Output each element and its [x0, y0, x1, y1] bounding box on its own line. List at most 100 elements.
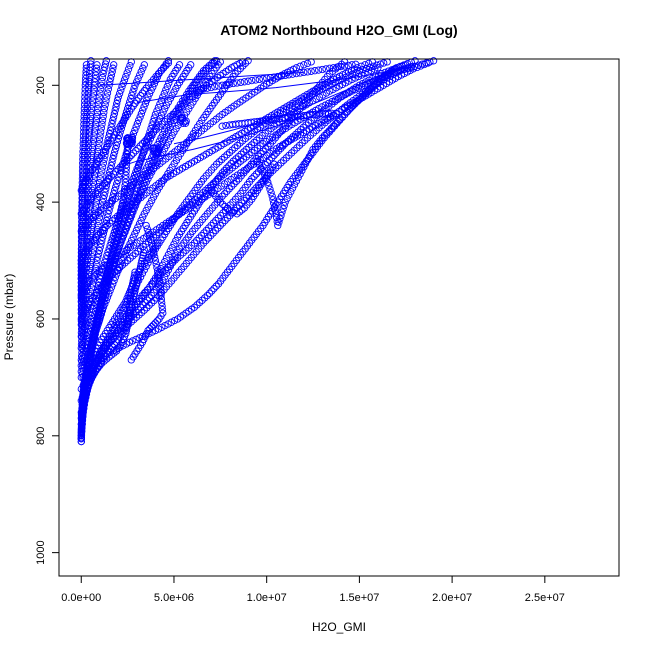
data-point-568	[161, 258, 169, 266]
data-point-1493	[89, 93, 97, 101]
data-point-2975	[158, 302, 166, 310]
data-point-2258	[121, 259, 129, 267]
data-point-1419	[90, 132, 98, 140]
data-point-2257	[118, 261, 127, 269]
data-point-1112	[114, 176, 122, 185]
data-point-1089	[94, 253, 102, 261]
data-point-2908	[354, 96, 362, 105]
data-point-2251	[104, 275, 112, 283]
data-point-279	[140, 306, 148, 314]
data-point-2830	[288, 70, 297, 78]
data-point-1113	[115, 173, 123, 181]
data-point-1492	[88, 97, 97, 105]
data-point-2827	[277, 72, 286, 80]
data-point-2669	[107, 172, 115, 181]
data-point-1425	[93, 108, 101, 117]
data-point-487	[294, 128, 302, 136]
y-tick-label-0: 200	[35, 76, 47, 94]
data-point-2584	[97, 206, 105, 214]
data-point-1618	[82, 68, 90, 76]
data-point-2884	[301, 159, 310, 168]
data-point-1302	[126, 61, 134, 70]
data-point-2023	[89, 334, 97, 342]
data-point-1497	[91, 78, 99, 86]
data-point-2809	[211, 83, 219, 91]
data-point-2581	[89, 213, 97, 221]
data-point-1288	[110, 110, 119, 118]
data-point-1190	[101, 188, 109, 196]
data-point-2847	[352, 60, 360, 68]
data-point-1983	[150, 114, 158, 122]
plot-frame	[58, 58, 620, 577]
data-point-1489	[87, 108, 95, 117]
data-point-1192	[102, 181, 111, 190]
data-point-2967	[155, 274, 163, 282]
data-point-2955	[145, 232, 154, 240]
data-point-1366	[105, 81, 113, 89]
data-point-2834	[303, 68, 312, 76]
data-point-1287	[109, 113, 118, 121]
data-point-1968	[133, 166, 142, 175]
data-point-2858	[268, 192, 276, 200]
data-point-1598	[79, 143, 87, 152]
x-tick-label-4: 2.0e+07	[432, 592, 472, 604]
data-point-1959	[123, 198, 132, 206]
data-point-304	[202, 236, 210, 245]
data-point-725	[225, 148, 234, 157]
data-point-2686	[145, 133, 153, 141]
data-point-1897	[78, 415, 86, 424]
data-point-2472	[424, 59, 432, 67]
data-point-2874	[283, 194, 291, 203]
data-point-1539	[81, 147, 89, 156]
data-point-1093	[97, 240, 105, 248]
data-point-2252	[106, 273, 114, 281]
data-point-1607	[80, 108, 88, 117]
data-point-1800	[127, 291, 135, 300]
data-point-2764	[159, 64, 168, 72]
data-point-2583	[94, 208, 102, 217]
data-point-1294	[115, 89, 124, 98]
x-axis: 0.0e+00 5.0e+06 1.0e+07 1.5e+07 2.0e+07 2.5e+…	[61, 575, 565, 604]
data-point-2951	[270, 160, 278, 168]
data-point-1293	[114, 93, 122, 101]
data-point-472	[259, 163, 267, 171]
data-point-1087	[92, 260, 100, 269]
data-point-1368	[106, 74, 115, 83]
data-point-1993	[165, 79, 173, 87]
data-point-2582	[92, 211, 100, 219]
data-point-2684	[141, 137, 149, 146]
data-point-1991	[162, 86, 170, 94]
data-point-1062	[77, 356, 85, 364]
data-point-2842	[333, 63, 341, 71]
data-point-2049	[115, 242, 123, 251]
data-point-2920	[385, 69, 394, 77]
data-point-2329	[318, 103, 326, 111]
data-point-2903	[343, 108, 351, 116]
x-tick-label-5: 2.5e+07	[525, 592, 565, 604]
data-point-1585	[78, 194, 86, 202]
data-point-2922	[390, 65, 399, 73]
data-point-807	[113, 270, 121, 278]
data-point-2905	[347, 103, 355, 112]
data-point-1992	[163, 82, 171, 91]
data-point-436	[171, 256, 179, 264]
data-point-1174	[89, 249, 97, 257]
data-point-2881	[296, 170, 304, 178]
data-point-2952	[142, 221, 150, 230]
data-point-2756	[140, 87, 148, 95]
data-point-2963	[152, 260, 160, 268]
data-point-1371	[109, 64, 117, 72]
data-point-2837	[314, 66, 323, 74]
data-point-2573	[361, 61, 369, 69]
chart-title: ATOM2 Northbound H2O_GMI (Log)	[220, 22, 457, 38]
data-point-1181	[94, 221, 102, 230]
data-point-283	[150, 296, 158, 305]
data-point-2807	[203, 84, 211, 92]
data-point-2026	[91, 323, 100, 331]
data-point-1131	[136, 113, 144, 121]
data-point-570	[164, 251, 173, 259]
data-point-2653	[303, 59, 312, 68]
data-point-1973	[139, 149, 147, 157]
data-point-2347	[377, 74, 385, 82]
data-point-2875	[285, 191, 293, 199]
